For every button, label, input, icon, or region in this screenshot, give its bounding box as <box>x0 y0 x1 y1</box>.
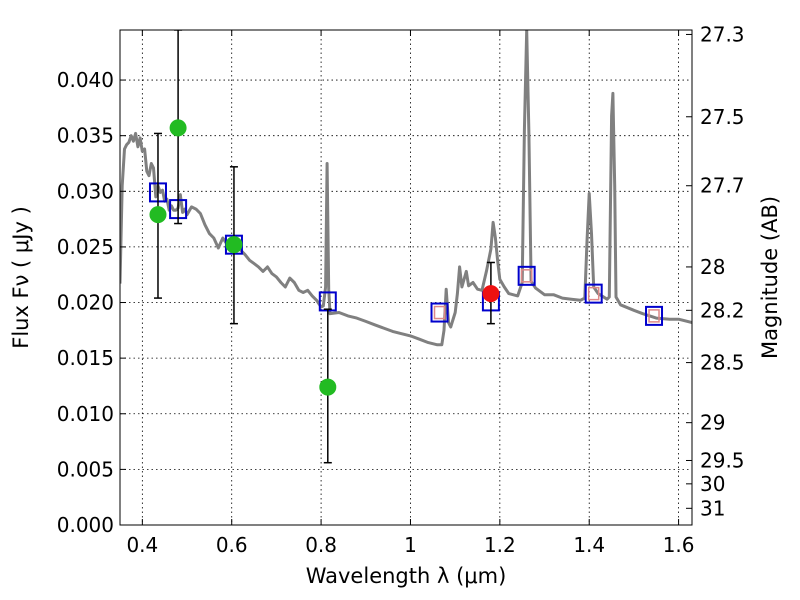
x-tick-label: 0.4 <box>126 533 158 557</box>
model-photometry-inner-box <box>648 309 660 323</box>
sed-model-line <box>120 30 692 347</box>
x-tick-label: 1 <box>404 533 417 557</box>
y-tick-label: 0.040 <box>57 68 114 92</box>
mag-tick-label: 28.5 <box>700 351 745 375</box>
x-tick-label: 1.4 <box>573 533 605 557</box>
mag-tick-label: 29 <box>700 411 725 435</box>
observed-point <box>319 378 337 396</box>
x-tick-label: 0.6 <box>216 533 248 557</box>
y-axis-label: Flux Fν ( μJy ) <box>9 206 33 349</box>
mag-tick-label: 27.5 <box>700 105 745 129</box>
data-layer <box>120 30 692 464</box>
mag-tick-label: 31 <box>700 496 725 520</box>
x-tick-label: 1.2 <box>484 533 516 557</box>
mag-tick-label: 28.2 <box>700 298 745 322</box>
y-tick-label: 0.025 <box>57 235 114 259</box>
plot-frame <box>119 29 693 526</box>
mag-tick-label: 28 <box>700 255 725 279</box>
model-photometry-box <box>645 305 664 326</box>
observed-point <box>149 206 167 224</box>
x-tick-label: 1.6 <box>663 533 695 557</box>
y-tick-label: 0.020 <box>57 291 114 315</box>
observed-point <box>169 119 187 137</box>
mag-tick-label: 27.7 <box>700 174 745 198</box>
observed-point <box>225 236 243 254</box>
y2-axis-label: Magnitude (AB) <box>758 196 782 359</box>
axis-ticks: 0.4 0.6 0.8 1 1.2 1.4 1.6 0.000 0.005 0.010 0.015 0… <box>57 22 745 557</box>
y-tick-label: 0.010 <box>57 402 114 426</box>
model-photometry-inner-box <box>520 269 533 283</box>
y-tick-label: 0.000 <box>57 513 114 537</box>
model-photometry-inner-box <box>433 305 446 320</box>
y-tick-label: 0.035 <box>57 124 114 148</box>
model-photometry-inner-box <box>587 286 600 301</box>
model-photometry-box <box>430 302 449 323</box>
mag-tick-label: 27.3 <box>700 22 745 46</box>
mag-tick-label: 30 <box>700 472 725 496</box>
y-tick-label: 0.015 <box>57 346 114 370</box>
y-tick-label: 0.030 <box>57 179 114 203</box>
plot-area <box>120 30 692 525</box>
model-photometry-box <box>517 265 536 286</box>
model-photometry-box <box>584 283 603 304</box>
mag-tick-label: 29.5 <box>700 448 745 472</box>
x-axis-label: Wavelength λ (μm) <box>306 564 507 588</box>
y-tick-label: 0.005 <box>57 457 114 481</box>
x-tick-label: 0.8 <box>305 533 337 557</box>
observed-point <box>482 285 500 303</box>
